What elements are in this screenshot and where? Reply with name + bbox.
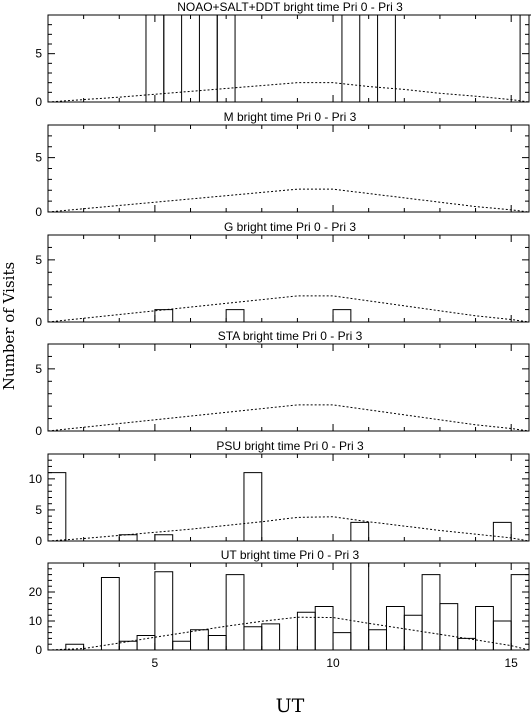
plot-frame (47, 343, 530, 432)
panel-title: M bright time Pri 0 - Pri 3 (224, 110, 357, 124)
histogram-bar (341, 14, 361, 102)
histogram-bar (154, 571, 174, 650)
histogram-bar (350, 562, 370, 650)
histogram-bar (314, 606, 334, 650)
histogram-bar (154, 534, 174, 541)
y-tick-label: 20 (29, 585, 43, 599)
panel-4: STA bright time Pri 0 - Pri 3 0 5 (35, 329, 530, 438)
panel-title: PSU bright time Pri 0 - Pri 3 (216, 439, 364, 453)
plot-frame (47, 124, 530, 213)
plot-frame (47, 14, 530, 103)
y-tick-label: 5 (35, 47, 42, 61)
y-tick-label: 5 (35, 503, 42, 517)
histogram-bar (332, 309, 352, 322)
x-tick-label: 5 (152, 656, 159, 670)
histogram-bar (332, 632, 352, 650)
y-tick-label: 5 (35, 151, 42, 165)
histogram-bar (377, 14, 396, 102)
histogram-bar (47, 472, 67, 541)
histogram-bar (65, 643, 85, 650)
histogram-bar (510, 574, 530, 650)
expected-curve (47, 516, 530, 542)
x-axis-label: UT (276, 695, 305, 716)
histogram-bar (100, 577, 120, 650)
x-tick-label: 10 (326, 656, 340, 670)
histogram-bar (225, 574, 245, 650)
histogram-bar (190, 629, 209, 650)
plot-frame (47, 453, 530, 542)
y-tick-label: 10 (29, 614, 43, 628)
y-tick-label: 0 (35, 534, 42, 548)
panel-title: G bright time Pri 0 - Pri 3 (224, 220, 356, 234)
histogram-bar (154, 309, 174, 322)
panel-title: UT bright time Pri 0 - Pri 3 (221, 548, 360, 562)
panel-2: M bright time Pri 0 - Pri 3 0 5 (35, 110, 530, 219)
histogram-bar (457, 637, 477, 650)
y-tick-label: 10 (29, 472, 43, 486)
histogram-bar (296, 611, 316, 650)
y-axis-label: Number of Visits (0, 262, 18, 390)
histogram-bar (207, 635, 227, 650)
histogram-bar (198, 14, 218, 102)
histogram-bar (492, 521, 512, 541)
panel-3: G bright time Pri 0 - Pri 3 0 5 (35, 220, 530, 329)
panel-6: UT bright time Pri 0 - Pri 3 5 10 15 0 10 20 (29, 548, 530, 670)
histogram-bar (350, 521, 370, 541)
panel-title: NOAO+SALT+DDT bright time Pri 0 - Pri 3 (177, 0, 403, 14)
histogram-bar (421, 574, 441, 650)
histogram-bar (163, 14, 183, 102)
histogram-bar (439, 603, 459, 650)
y-tick-label: 0 (35, 95, 42, 109)
panel-title: STA bright time Pri 0 - Pri 3 (218, 329, 363, 343)
histogram-bar (243, 626, 263, 650)
histogram-bar (243, 472, 263, 541)
histogram-bar (261, 623, 281, 650)
y-tick-label: 0 (35, 315, 42, 329)
expected-curve (47, 404, 530, 432)
panel-1: NOAO+SALT+DDT bright time Pri 0 - Pri 3 0… (35, 0, 531, 109)
y-tick-label: 0 (35, 643, 42, 657)
expected-curve (47, 188, 530, 213)
y-tick-label: 0 (35, 205, 42, 219)
expected-curve (47, 295, 530, 323)
x-tick-label: 15 (505, 656, 519, 670)
y-tick-label: 0 (35, 424, 42, 438)
histogram-bar (216, 14, 236, 102)
expected-curve (47, 616, 530, 651)
histogram-bar (225, 309, 245, 322)
histogram-bar (475, 606, 494, 650)
histogram-bar (368, 629, 387, 650)
y-tick-label: 5 (35, 253, 42, 267)
panels: NOAO+SALT+DDT bright time Pri 0 - Pri 3 0… (29, 0, 531, 670)
histogram-bar (403, 614, 423, 650)
histogram-bar (519, 14, 531, 102)
plot-frame (47, 234, 530, 323)
histogram-bar (172, 640, 192, 650)
histogram-bar (118, 640, 138, 650)
y-tick-label: 5 (35, 362, 42, 376)
expected-curve (47, 82, 530, 103)
panel-5: PSU bright time Pri 0 - Pri 3 0 5 10 (29, 439, 530, 548)
histogram-bar (145, 14, 165, 102)
histogram-bar (118, 534, 138, 541)
